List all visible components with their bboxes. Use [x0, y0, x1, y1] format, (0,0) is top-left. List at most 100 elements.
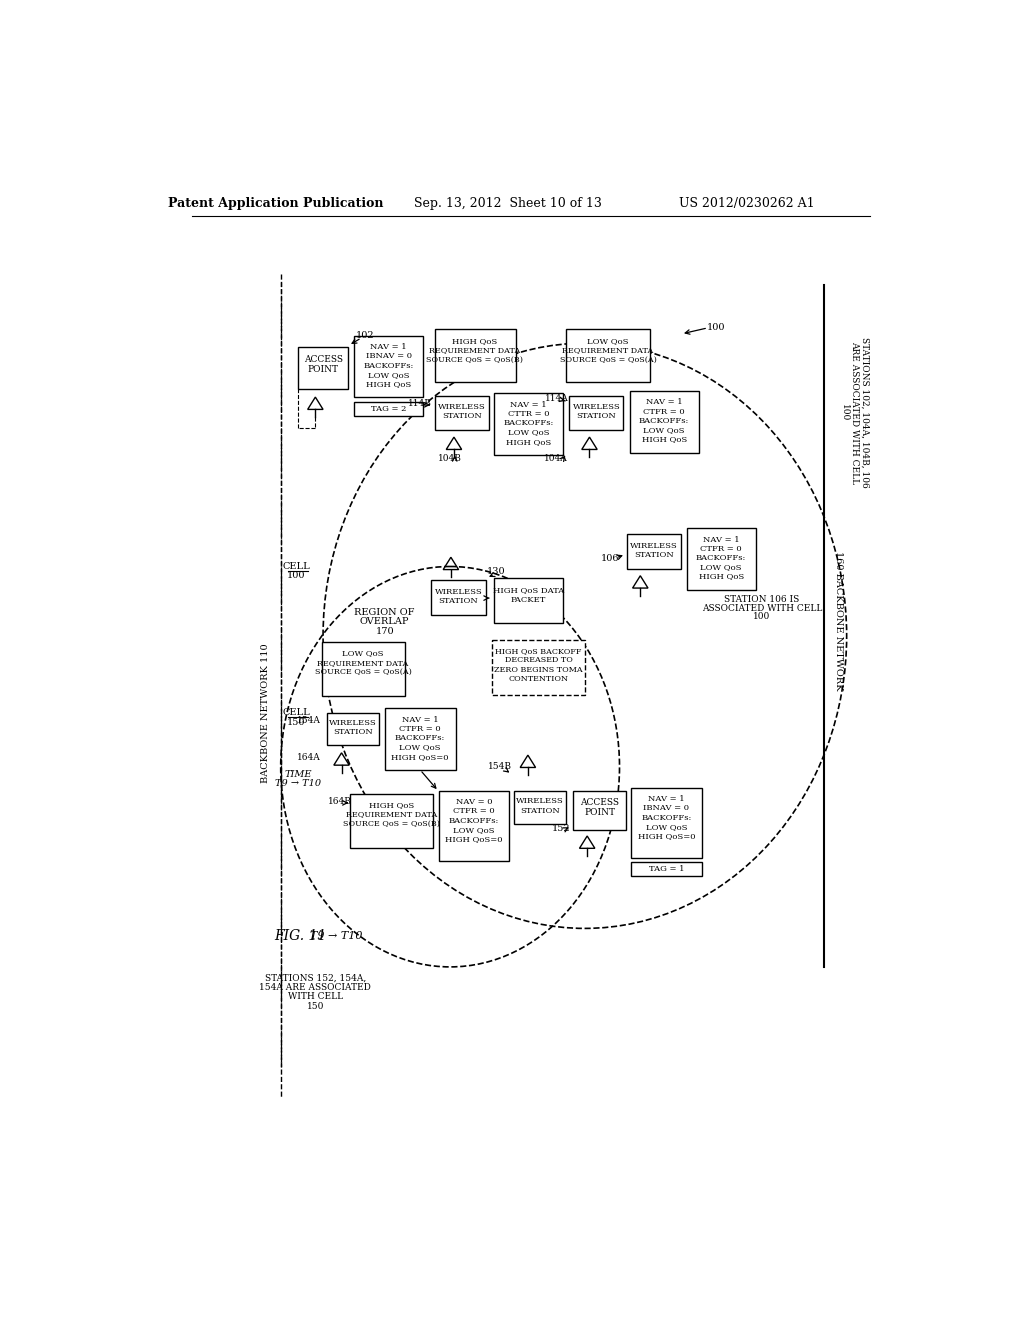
Text: 114B: 114B — [409, 399, 432, 408]
Text: NAV = 1: NAV = 1 — [510, 401, 547, 409]
Text: HIGH QoS=0: HIGH QoS=0 — [638, 832, 695, 840]
Bar — [431, 581, 486, 615]
Text: HIGH QoS: HIGH QoS — [453, 337, 498, 345]
Text: BACKOFFs:: BACKOFFs: — [696, 554, 746, 562]
Bar — [298, 347, 348, 389]
Bar — [686, 528, 756, 590]
Text: WIRELESS: WIRELESS — [438, 403, 485, 411]
Text: IBNAV = 0: IBNAV = 0 — [366, 352, 412, 360]
Bar — [435, 330, 515, 381]
Text: 150: 150 — [287, 718, 305, 726]
Bar — [565, 330, 650, 381]
Text: HIGH QoS: HIGH QoS — [642, 436, 687, 444]
Text: 104B: 104B — [438, 454, 462, 463]
Text: STATION: STATION — [577, 412, 616, 420]
Text: REQUIREMENT DATA: REQUIREMENT DATA — [346, 810, 437, 818]
Text: HIGH QoS DATA: HIGH QoS DATA — [493, 586, 564, 594]
Text: BACKOFFs:: BACKOFFs: — [364, 362, 414, 370]
Text: POINT: POINT — [584, 808, 615, 817]
Bar — [354, 401, 423, 416]
Bar — [435, 396, 488, 430]
Bar — [322, 642, 404, 696]
Text: ZERO BEGINS TOMA: ZERO BEGINS TOMA — [495, 665, 583, 673]
Text: WIRELESS: WIRELESS — [631, 541, 678, 549]
Text: STATIONS 152, 154A,: STATIONS 152, 154A, — [265, 974, 366, 983]
Bar — [354, 335, 423, 397]
Text: HIGH QoS: HIGH QoS — [506, 438, 551, 446]
Text: STATION: STATION — [441, 412, 481, 420]
Text: 154A: 154A — [297, 715, 322, 725]
Text: Sep. 13, 2012  Sheet 10 of 13: Sep. 13, 2012 Sheet 10 of 13 — [414, 197, 602, 210]
Text: TAG = 2: TAG = 2 — [371, 405, 407, 413]
Bar — [493, 640, 585, 696]
Text: STATION 106 IS: STATION 106 IS — [724, 595, 800, 605]
Text: POINT: POINT — [307, 364, 339, 374]
Text: FIG. 11: FIG. 11 — [273, 929, 326, 942]
Text: LOW QoS: LOW QoS — [508, 429, 550, 437]
Text: LOW QoS: LOW QoS — [399, 743, 440, 751]
Text: 152: 152 — [552, 824, 570, 833]
Bar — [327, 713, 379, 744]
Text: BACKOFFs:: BACKOFFs: — [639, 417, 689, 425]
Bar — [494, 578, 563, 623]
Text: ACCESS: ACCESS — [303, 355, 343, 364]
Text: 104A: 104A — [544, 454, 567, 463]
Text: HIGH QoS=0: HIGH QoS=0 — [391, 752, 449, 760]
Text: HIGH QoS=0: HIGH QoS=0 — [445, 836, 503, 843]
Text: 154A ARE ASSOCIATED: 154A ARE ASSOCIATED — [259, 983, 372, 993]
Text: BACKOFFs:: BACKOFFs: — [449, 817, 499, 825]
Text: HIGH QoS: HIGH QoS — [698, 573, 743, 581]
Text: LOW QoS: LOW QoS — [342, 649, 384, 657]
Text: CTFR = 0: CTFR = 0 — [454, 808, 495, 816]
Text: LOW QoS: LOW QoS — [646, 822, 687, 830]
Text: 154B: 154B — [488, 762, 512, 771]
Text: LOW QoS: LOW QoS — [700, 564, 742, 572]
Text: WIRELESS: WIRELESS — [329, 719, 377, 727]
Text: T9 → T10: T9 → T10 — [310, 931, 362, 941]
Bar — [350, 793, 433, 847]
Text: CONTENTION: CONTENTION — [509, 675, 568, 682]
Text: LOW QoS: LOW QoS — [643, 426, 685, 434]
Text: 102: 102 — [356, 331, 375, 341]
Text: WIRELESS: WIRELESS — [435, 587, 482, 595]
Text: REQUIREMENT DATA: REQUIREMENT DATA — [317, 659, 409, 667]
Text: IBNAV = 0: IBNAV = 0 — [643, 804, 689, 812]
Text: CTFR = 0: CTFR = 0 — [643, 408, 685, 416]
Text: NAV = 0: NAV = 0 — [456, 799, 493, 807]
Text: CTFR = 0: CTFR = 0 — [399, 725, 441, 733]
Text: NAV = 1: NAV = 1 — [702, 536, 739, 544]
Text: TIME: TIME — [285, 770, 312, 779]
Bar — [631, 862, 701, 876]
Text: SOURCE QoS = QoS(A): SOURCE QoS = QoS(A) — [314, 668, 412, 676]
Text: SOURCE QoS = QoS(B): SOURCE QoS = QoS(B) — [343, 820, 440, 828]
Text: REQUIREMENT DATA: REQUIREMENT DATA — [562, 346, 653, 354]
Text: SOURCE QoS = QoS(B): SOURCE QoS = QoS(B) — [426, 355, 523, 363]
Text: CELL: CELL — [283, 562, 310, 572]
Text: LOW QoS: LOW QoS — [454, 826, 495, 834]
Text: WIRELESS: WIRELESS — [572, 403, 621, 411]
Text: CELL: CELL — [283, 709, 310, 717]
Text: WITH CELL: WITH CELL — [288, 993, 343, 1002]
Text: ACCESS: ACCESS — [580, 797, 618, 807]
Text: CTTR = 0: CTTR = 0 — [508, 411, 550, 418]
Text: CTFR = 0: CTFR = 0 — [700, 545, 742, 553]
Text: 130: 130 — [487, 568, 506, 577]
Text: STATION: STATION — [438, 597, 478, 605]
Text: STATIONS 102, 104A, 104B, 106
ARE ASSOCIATED WITH CELL
100: STATIONS 102, 104A, 104B, 106 ARE ASSOCI… — [840, 337, 869, 488]
Text: 170: 170 — [376, 627, 394, 636]
Text: OVERLAP: OVERLAP — [359, 618, 410, 627]
Text: NAV = 1: NAV = 1 — [371, 343, 407, 351]
Text: 100: 100 — [707, 323, 725, 333]
Text: STATION: STATION — [520, 807, 560, 814]
Text: 100: 100 — [287, 572, 305, 581]
Text: TAG = 1: TAG = 1 — [649, 865, 684, 873]
Text: DECREASED TO: DECREASED TO — [505, 656, 572, 664]
Text: 106: 106 — [601, 554, 620, 564]
Bar — [628, 535, 681, 569]
Text: WIRELESS: WIRELESS — [516, 797, 564, 805]
Bar — [514, 792, 566, 824]
Text: NAV = 1: NAV = 1 — [646, 399, 682, 407]
Text: 164A: 164A — [297, 752, 322, 762]
Text: BACKOFFs:: BACKOFFs: — [395, 734, 445, 742]
Bar — [569, 396, 624, 430]
